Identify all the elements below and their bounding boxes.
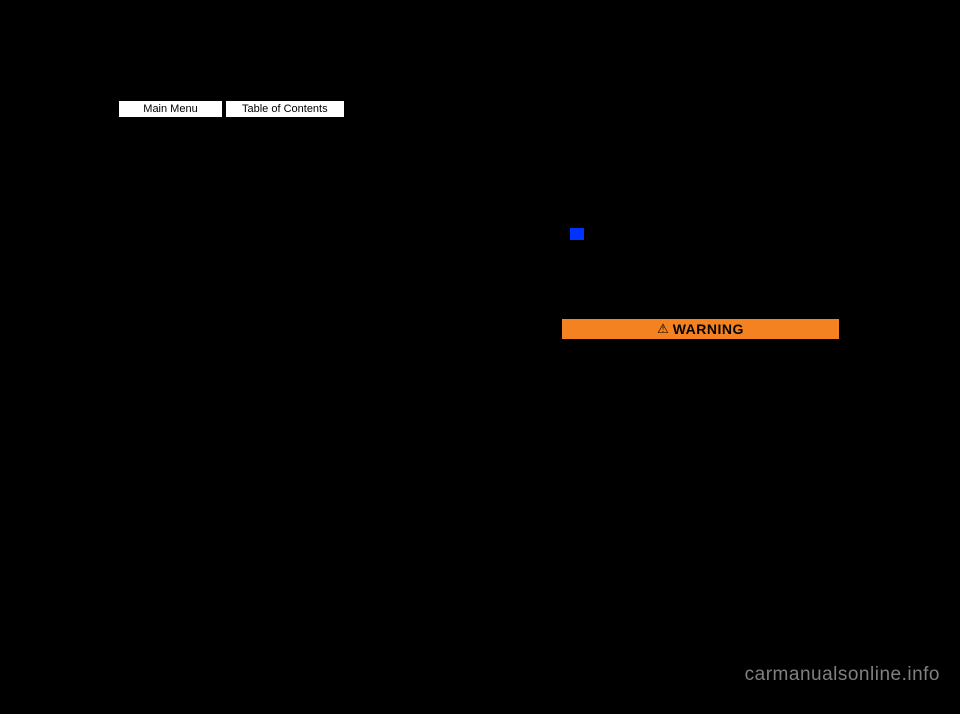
blue-marker — [570, 228, 584, 240]
watermark-text: carmanualsonline.info — [745, 664, 940, 686]
warning-box: ⚠ WARNING — [562, 319, 839, 339]
warning-label: WARNING — [673, 321, 744, 337]
main-menu-button[interactable]: Main Menu — [118, 100, 223, 118]
nav-buttons-container: Main Menu Table of Contents — [118, 100, 345, 118]
table-of-contents-button[interactable]: Table of Contents — [225, 100, 345, 118]
warning-triangle-icon: ⚠ — [657, 321, 669, 337]
